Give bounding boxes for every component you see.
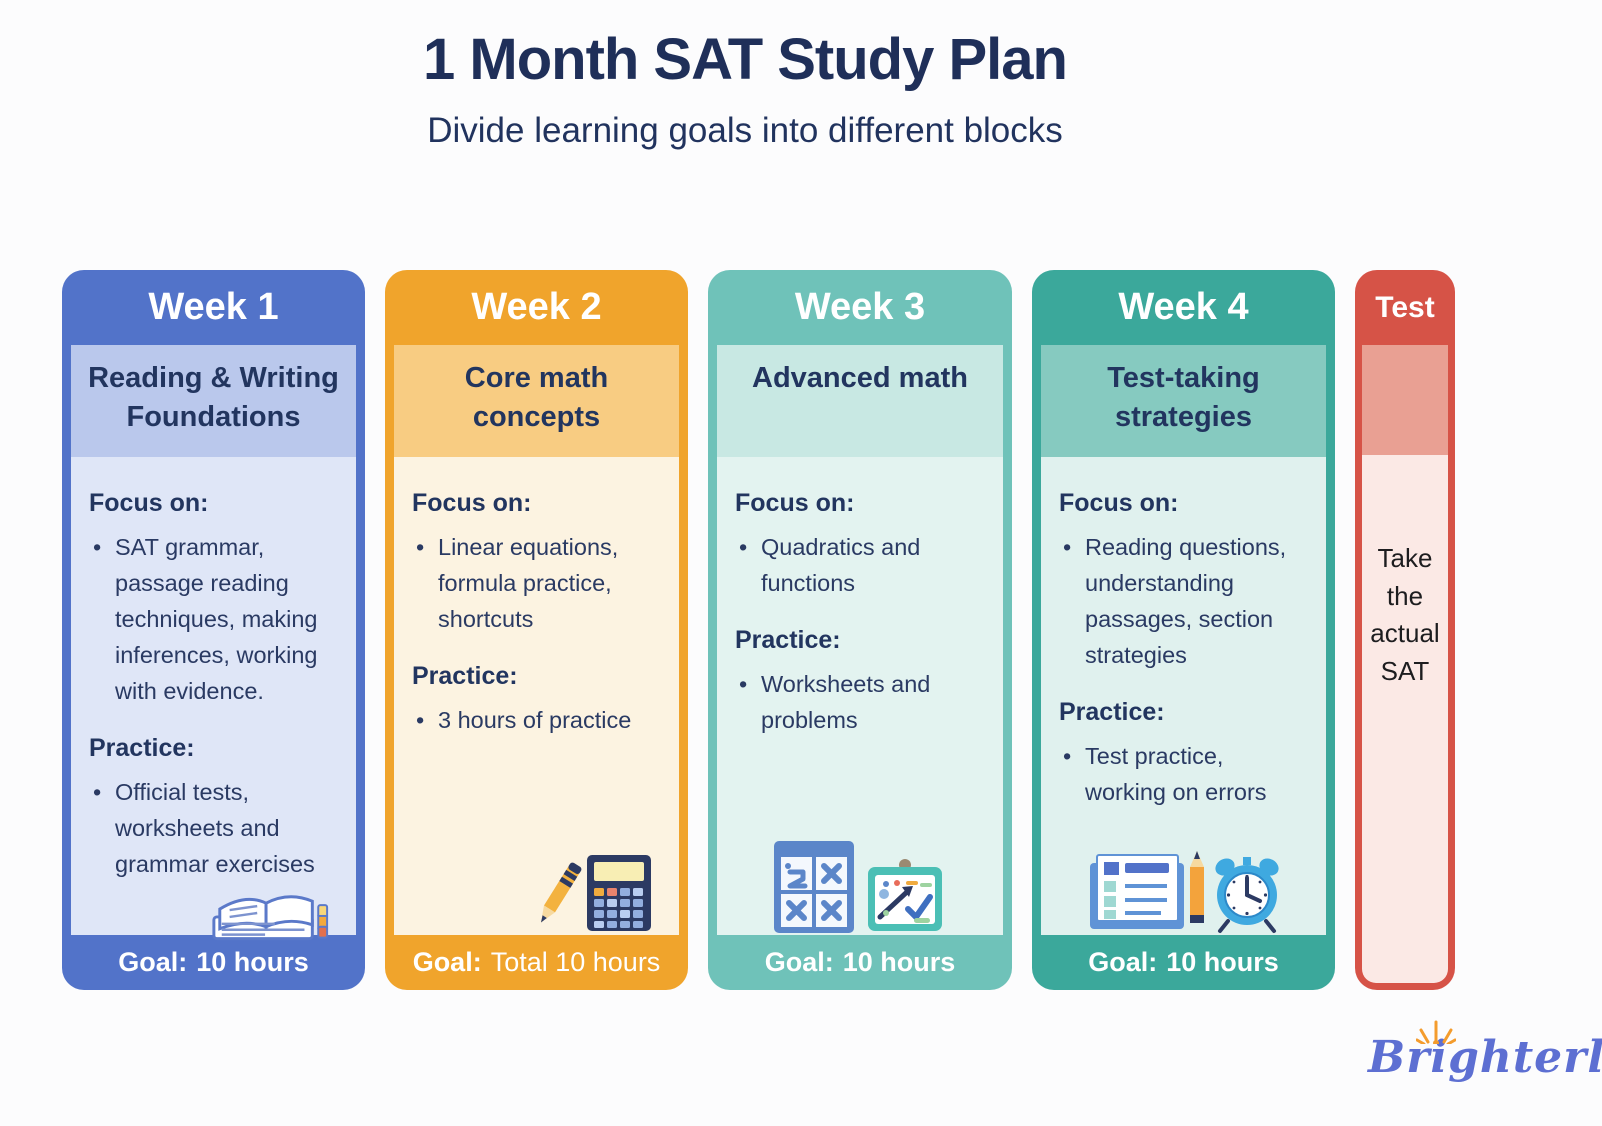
week-2-icon-row: [412, 851, 661, 935]
focus-heading: Focus on:: [1059, 489, 1179, 517]
practice-heading: Practice:: [1059, 697, 1165, 726]
week-4-body: Focus on: Reading questions, understandi…: [1041, 457, 1326, 935]
week-3-body: Focus on: Quadratics and functions Pract…: [717, 457, 1003, 935]
sun-icon: [1416, 1020, 1456, 1044]
test-content: Take the actual SAT: [1362, 345, 1448, 983]
week-1-body: Focus on: SAT grammar, passage reading t…: [71, 457, 356, 940]
logo-text: Brighterly: [1368, 1032, 1602, 1083]
week-4-topic: Test-taking strategies: [1041, 345, 1326, 457]
week-2-goal-banner: Goal: Total 10 hours: [385, 935, 688, 990]
focus-bullet: Reading questions, understanding passage…: [1059, 530, 1308, 674]
week-3-header: Week 3: [794, 286, 926, 328]
practice-heading: Practice:: [735, 625, 841, 654]
focus-bullet: SAT grammar, passage reading techniques,…: [89, 530, 338, 710]
pencil-calculator-icon: [540, 855, 651, 931]
test-body-text: Take the actual SAT: [1362, 455, 1448, 983]
brighterly-logo: Brighterly: [1368, 1020, 1602, 1083]
week-3-icon-row: [735, 839, 985, 935]
week-4-icon-row: [1059, 847, 1308, 935]
week-1-card: Week 1 Reading & Writing Foundations Foc…: [62, 270, 365, 990]
checklist-pencil-clock-icon: [1089, 851, 1279, 933]
page-header: 1 Month SAT Study Plan Divide learning g…: [0, 26, 1490, 151]
focus-heading: Focus on:: [412, 489, 532, 517]
week-1-goal-banner: Goal: 10 hours: [62, 935, 365, 990]
week-2-header: Week 2: [471, 286, 602, 328]
week-4-content: Test-taking strategies Focus on: Reading…: [1041, 345, 1326, 935]
goal-label: Goal:: [412, 947, 482, 977]
goal-label: Goal:: [764, 947, 834, 977]
test-header: Test: [1375, 290, 1435, 324]
math-worksheet-chart-icon: [774, 841, 942, 933]
goal-value: Total 10 hours: [490, 947, 661, 977]
open-book-pencil-icon: [212, 894, 329, 940]
page-title: 1 Month SAT Study Plan: [423, 27, 1068, 92]
practice-bullet: Worksheets and problems: [735, 667, 985, 739]
week-1-topic: Reading & Writing Foundations: [71, 345, 356, 457]
week-2-body: Focus on: Linear equations, formula prac…: [394, 457, 679, 935]
goal-value: 10 hours: [842, 947, 956, 977]
focus-bullet: Linear equations, formula practice, shor…: [412, 530, 661, 638]
week-3-topic: Advanced math: [717, 345, 1003, 457]
goal-label: Goal:: [118, 947, 188, 977]
week-2-content: Core math concepts Focus on: Linear equa…: [394, 345, 679, 935]
week-4-goal-banner: Goal: 10 hours: [1032, 935, 1335, 990]
study-plan-columns: Week 1 Reading & Writing Foundations Foc…: [62, 270, 1455, 990]
week-3-content: Advanced math Focus on: Quadratics and f…: [717, 345, 1003, 935]
week-3-card: Week 3 Advanced math Focus on: Quadratic…: [708, 270, 1012, 990]
practice-bullet: 3 hours of practice: [412, 703, 661, 739]
week-2-card: Week 2 Core math concepts Focus on: Line…: [385, 270, 688, 990]
page-subtitle: Divide learning goals into different blo…: [427, 111, 1063, 150]
week-4-card: Week 4 Test-taking strategies Focus on: …: [1032, 270, 1335, 990]
practice-heading: Practice:: [412, 661, 518, 690]
practice-bullet: Test practice, working on errors: [1059, 739, 1308, 811]
week-3-goal-banner: Goal: 10 hours: [708, 935, 1012, 990]
goal-value: 10 hours: [1166, 947, 1279, 977]
focus-heading: Focus on:: [735, 489, 855, 517]
practice-heading: Practice:: [89, 733, 195, 762]
goal-value: 10 hours: [196, 947, 309, 977]
test-topic-band: [1362, 345, 1448, 455]
focus-bullet: Quadratics and functions: [735, 530, 985, 602]
goal-label: Goal:: [1088, 947, 1158, 977]
week-2-topic: Core math concepts: [394, 345, 679, 457]
week-1-icon-row: [89, 883, 338, 943]
practice-bullet: Official tests, worksheets and grammar e…: [89, 775, 338, 883]
week-1-content: Reading & Writing Foundations Focus on: …: [71, 345, 356, 940]
focus-heading: Focus on:: [89, 489, 209, 517]
week-4-header: Week 4: [1118, 286, 1249, 328]
test-card: Test Take the actual SAT: [1355, 270, 1455, 990]
week-1-header: Week 1: [148, 286, 279, 328]
